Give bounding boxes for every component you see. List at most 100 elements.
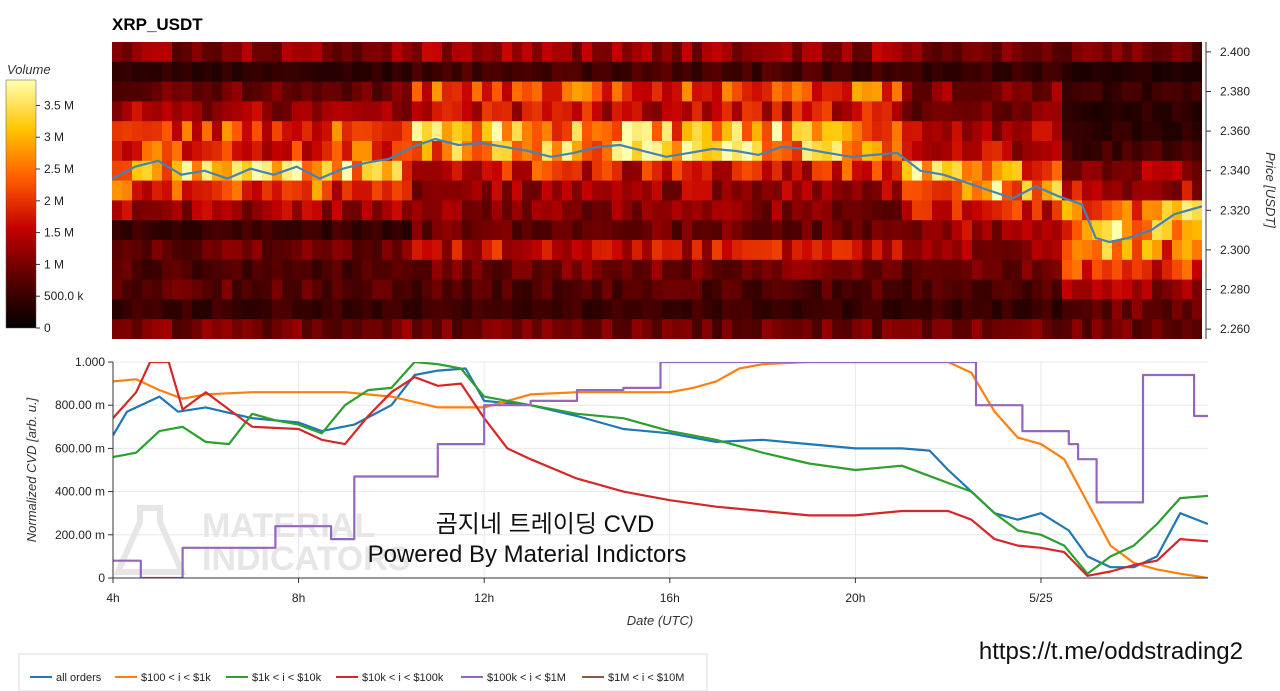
heatmap-cell bbox=[652, 220, 663, 241]
heatmap-cell bbox=[232, 121, 243, 142]
heatmap-cell bbox=[1172, 279, 1183, 300]
heatmap-cell bbox=[412, 101, 423, 122]
heatmap-cell bbox=[412, 42, 423, 63]
heatmap-cell bbox=[732, 42, 743, 63]
colorbar-tick-label: 1.5 M bbox=[44, 226, 74, 240]
heatmap-cell bbox=[392, 42, 403, 63]
heatmap-cell bbox=[532, 279, 543, 300]
heatmap-cell bbox=[1112, 101, 1123, 122]
heatmap-cell bbox=[742, 220, 753, 241]
heatmap-cell bbox=[502, 160, 513, 182]
heatmap-cell bbox=[822, 61, 833, 83]
heatmap-cell bbox=[562, 121, 573, 142]
cvd-y-tick-label: 400.00 m bbox=[55, 485, 105, 499]
heatmap-cells bbox=[112, 42, 1202, 339]
heatmap-cell bbox=[132, 180, 143, 201]
heatmap-cell bbox=[232, 180, 243, 201]
heatmap-cell bbox=[302, 279, 313, 300]
heatmap-cell bbox=[592, 279, 603, 300]
heatmap-cell bbox=[582, 81, 593, 102]
heatmap-cell bbox=[1062, 259, 1073, 281]
heatmap-cell bbox=[572, 180, 583, 201]
heatmap-cell bbox=[652, 101, 663, 122]
heatmap-cell bbox=[872, 259, 883, 281]
heatmap-cell bbox=[1172, 42, 1183, 63]
heatmap-cell bbox=[892, 121, 903, 142]
price-tick-label: 2.300 bbox=[1220, 243, 1250, 257]
heatmap-cell bbox=[252, 279, 263, 300]
heatmap-cell bbox=[292, 200, 303, 221]
heatmap-cell bbox=[492, 259, 503, 281]
cvd-x-tick-label: 12h bbox=[474, 591, 494, 605]
heatmap-cell bbox=[662, 121, 673, 142]
heatmap-cell bbox=[292, 81, 303, 102]
heatmap-cell bbox=[1012, 240, 1023, 261]
price-line bbox=[112, 137, 1202, 244]
heatmap-cell bbox=[892, 240, 903, 261]
heatmap-cell bbox=[722, 42, 733, 63]
heatmap-cell bbox=[552, 259, 563, 281]
heatmap-cell bbox=[392, 141, 403, 162]
heatmap-cell bbox=[342, 160, 353, 182]
heatmap-cell bbox=[242, 279, 253, 300]
heatmap-cell bbox=[352, 81, 363, 102]
heatmap-cell bbox=[392, 121, 403, 142]
heatmap-cell bbox=[982, 81, 993, 102]
heatmap-cell bbox=[422, 299, 433, 320]
heatmap-cell bbox=[882, 61, 893, 83]
heatmap-cell bbox=[562, 42, 573, 63]
heatmap-cell bbox=[882, 220, 893, 241]
heatmap-cell bbox=[652, 81, 663, 102]
heatmap-cell bbox=[1042, 141, 1053, 162]
telegram-url[interactable]: https://t.me/oddstrading2 bbox=[979, 638, 1243, 665]
heatmap-cell bbox=[942, 299, 953, 320]
heatmap-cell bbox=[1062, 141, 1073, 162]
heatmap-cell bbox=[152, 160, 163, 182]
heatmap-cell bbox=[842, 319, 853, 339]
heatmap-cell bbox=[542, 180, 553, 201]
heatmap-cell bbox=[222, 101, 233, 122]
heatmap-cell bbox=[952, 101, 963, 122]
heatmap-cell bbox=[1142, 141, 1153, 162]
heatmap-cell bbox=[1192, 299, 1202, 320]
heatmap-cell bbox=[682, 180, 693, 201]
heatmap-cell bbox=[342, 220, 353, 241]
heatmap-cell bbox=[372, 160, 383, 182]
heatmap-cell bbox=[412, 121, 423, 142]
colorbar-tick-label: 2 M bbox=[44, 194, 64, 208]
heatmap-cell bbox=[592, 299, 603, 320]
heatmap-cell bbox=[622, 200, 633, 221]
heatmap-cell bbox=[382, 160, 393, 182]
heatmap-cell bbox=[542, 121, 553, 142]
cvd-x-tick-label: 8h bbox=[292, 591, 305, 605]
heatmap-cell bbox=[1082, 200, 1093, 221]
heatmap-cell bbox=[1092, 220, 1103, 241]
heatmap-cell bbox=[942, 81, 953, 102]
heatmap-cell bbox=[1162, 101, 1173, 122]
heatmap-cell bbox=[1132, 81, 1143, 102]
heatmap-cell bbox=[1192, 121, 1202, 142]
heatmap-cell bbox=[1042, 319, 1053, 339]
heatmap-cell bbox=[132, 319, 143, 339]
heatmap-cell bbox=[932, 319, 943, 339]
heatmap-cell bbox=[362, 101, 373, 122]
heatmap-cell bbox=[512, 279, 523, 300]
heatmap-cell bbox=[1152, 299, 1163, 320]
heatmap-cell bbox=[1102, 61, 1113, 83]
heatmap-cell bbox=[862, 279, 873, 300]
heatmap-cell bbox=[532, 141, 543, 162]
heatmap-cell bbox=[932, 279, 943, 300]
heatmap-cell bbox=[592, 220, 603, 241]
heatmap-cell bbox=[242, 319, 253, 339]
heatmap-cell bbox=[382, 299, 393, 320]
heatmap-cell bbox=[422, 61, 433, 83]
heatmap-cell bbox=[1002, 319, 1013, 339]
heatmap-cell bbox=[952, 259, 963, 281]
heatmap-cell bbox=[132, 200, 143, 221]
heatmap-cell bbox=[1042, 200, 1053, 221]
heatmap-cell bbox=[412, 279, 423, 300]
heatmap-cell bbox=[1032, 240, 1043, 261]
heatmap-cell bbox=[432, 42, 443, 63]
heatmap-cell bbox=[292, 259, 303, 281]
heatmap-cell bbox=[452, 61, 463, 83]
